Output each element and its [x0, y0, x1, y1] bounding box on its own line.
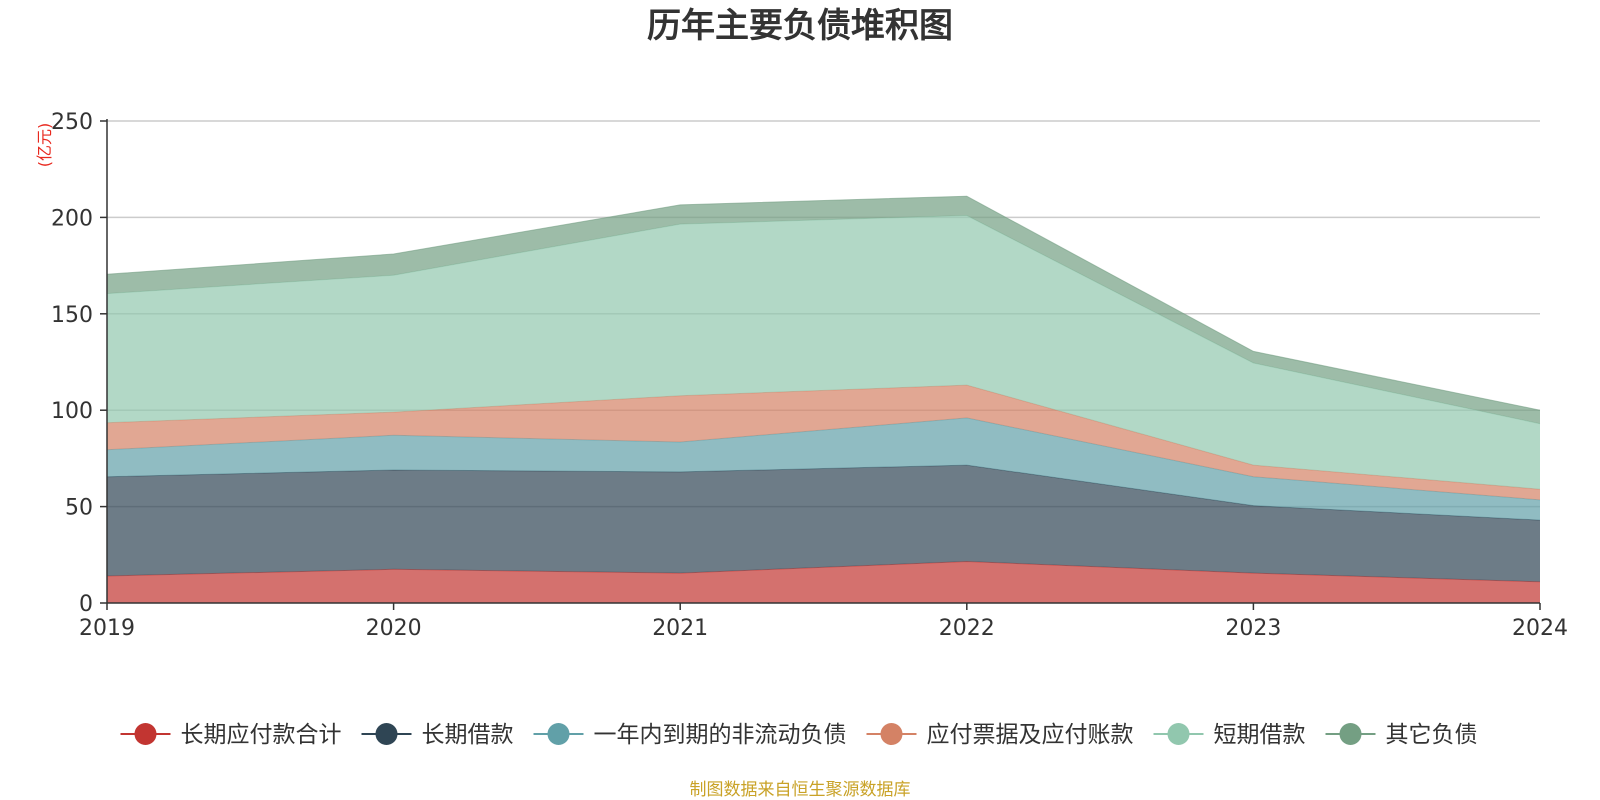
legend-item-5[interactable]: 其它负债	[1325, 722, 1478, 748]
area-series-line-5	[106, 195, 1541, 411]
legend-item-2[interactable]: 一年内到期的非流动负债	[533, 722, 847, 748]
legend-item-4[interactable]: 短期借款	[1153, 722, 1306, 748]
source-note: 制图数据来自恒生聚源数据库	[690, 780, 911, 800]
chart-title: 历年主要负债堆积图	[647, 6, 953, 46]
legend-label: 其它负债	[1386, 722, 1478, 748]
y-tick-label: 0	[79, 592, 93, 617]
y-tick-labels: 0 50 100 150 200 250	[51, 110, 93, 617]
legend-label: 一年内到期的非流动负债	[594, 722, 847, 748]
area-series-4	[107, 215, 1540, 490]
y-tick-label: 150	[51, 303, 93, 328]
legend-marker	[375, 723, 398, 745]
x-tick-label: 2022	[939, 616, 995, 641]
stacked-areas	[106, 195, 1541, 603]
legend-marker	[1339, 723, 1362, 745]
legend-marker	[134, 723, 157, 745]
x-tick-label: 2020	[366, 616, 422, 641]
legend-marker	[547, 723, 570, 745]
x-tick-label: 2024	[1512, 616, 1568, 641]
legend-item-0[interactable]: 长期应付款合计	[120, 722, 342, 748]
legend-marker	[1167, 723, 1190, 745]
legend-label: 应付票据及应付账款	[927, 722, 1134, 748]
area-series-5	[107, 196, 1540, 424]
area-series-2	[107, 417, 1540, 521]
y-tick-label: 50	[65, 496, 93, 521]
legend-marker	[880, 723, 903, 745]
x-tick-label: 2023	[1225, 616, 1281, 641]
legend-label: 长期应付款合计	[181, 722, 342, 748]
area-series-0	[107, 561, 1540, 603]
x-tick-label: 2019	[79, 616, 135, 641]
y-tick-label: 250	[51, 110, 93, 135]
axes	[106, 119, 1540, 604]
area-series-1	[107, 465, 1540, 582]
legend-item-1[interactable]: 长期借款	[361, 722, 514, 748]
legend: 长期应付款合计 长期借款 一年内到期的非流动负债 应付票据及应付账款 短期借款 其它负债	[120, 722, 1478, 748]
x-tick-labels: 2019 2020 2021 2022 2023 2024	[79, 603, 1568, 641]
area-series-3	[107, 385, 1540, 500]
legend-label: 长期借款	[422, 722, 514, 748]
y-axis-unit: (亿元)	[35, 123, 54, 168]
legend-item-3[interactable]: 应付票据及应付账款	[866, 722, 1134, 748]
x-tick-label: 2021	[652, 616, 708, 641]
area-series-line-2	[106, 417, 1541, 501]
legend-label: 短期借款	[1214, 722, 1306, 748]
y-tick-label: 100	[51, 399, 93, 424]
y-tick-label: 200	[51, 206, 93, 231]
